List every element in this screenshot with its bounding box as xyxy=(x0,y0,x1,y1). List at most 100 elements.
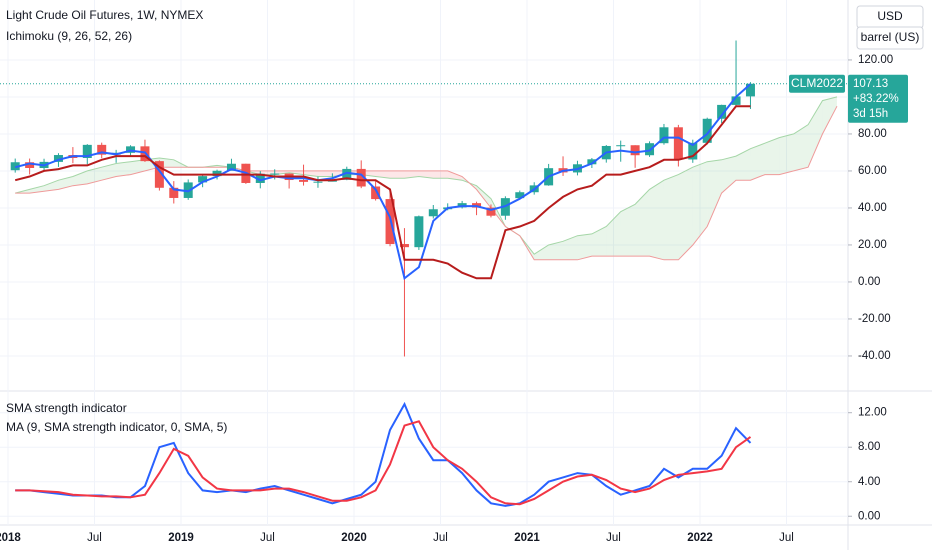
cloud-segment xyxy=(130,159,145,175)
base-line xyxy=(14,105,751,280)
y-tick-label: -20.00 xyxy=(858,313,891,325)
candle-body xyxy=(126,146,136,153)
legend-entry: SMA strength indicator xyxy=(6,401,127,415)
candle-body xyxy=(25,162,35,168)
cloud-segment xyxy=(620,204,636,257)
candle-body xyxy=(717,104,727,119)
cloud-segment xyxy=(563,235,578,260)
candle-body xyxy=(702,118,712,143)
countdown-label: 3d 15h xyxy=(853,108,888,120)
cloud-segment xyxy=(303,170,318,177)
x-tick-label: 2021 xyxy=(514,532,540,544)
candle-body xyxy=(731,96,741,105)
unit-button[interactable] xyxy=(856,26,924,50)
x-tick-label: 2019 xyxy=(168,532,194,544)
cloud-segment xyxy=(750,143,765,181)
y-tick-label: -40.00 xyxy=(858,350,891,362)
y-tick-label: 0.00 xyxy=(858,276,880,288)
y-tick-label: 12.00 xyxy=(858,407,887,419)
candle-body xyxy=(212,170,222,177)
y-tick-label: 120.00 xyxy=(858,54,893,66)
x-tick-label: 2022 xyxy=(687,532,713,544)
symbol-label: CLM2022 xyxy=(791,76,843,90)
cloud-segment xyxy=(721,156,737,194)
x-tick-label: 2020 xyxy=(341,532,367,544)
plot xyxy=(0,40,848,507)
candle-body xyxy=(313,181,323,183)
y-tick-label: 8.00 xyxy=(858,441,880,453)
candle-body xyxy=(299,180,309,182)
candle-body xyxy=(82,144,92,158)
candle-body xyxy=(645,143,655,156)
cloud-segment xyxy=(764,137,780,175)
axes: 120.00100.0080.0060.0040.0020.000.00-20.… xyxy=(0,54,908,544)
y-tick-label: 40.00 xyxy=(858,202,887,214)
cloud-segment xyxy=(433,170,448,179)
x-tick-label: Jul xyxy=(87,532,102,544)
candle-body xyxy=(53,155,63,162)
candle-body xyxy=(255,173,265,183)
cloud-segment xyxy=(72,170,88,186)
cloud-segment xyxy=(317,170,333,177)
cloud-segment xyxy=(779,133,794,175)
cloud-segment xyxy=(87,167,102,184)
cloud-segment xyxy=(707,159,722,227)
x-tick-label: Jul xyxy=(779,532,794,544)
candle-body xyxy=(428,209,438,217)
candle-body xyxy=(630,145,640,156)
candle-body xyxy=(515,192,525,199)
cloud-segment xyxy=(793,124,809,171)
cloud-segment xyxy=(390,170,405,179)
y-tick-label: 0.00 xyxy=(858,510,880,522)
candle-body xyxy=(659,127,669,144)
indicator-line xyxy=(15,401,752,507)
last-price-label: 107.13 xyxy=(853,78,888,90)
cloud-segment xyxy=(822,96,837,134)
candle-body xyxy=(198,176,208,183)
candle-body xyxy=(342,168,352,180)
cloud-segment xyxy=(808,100,823,168)
candle-body xyxy=(270,173,280,175)
unit-label: barrel (US) xyxy=(861,30,920,44)
cloud-segment xyxy=(101,163,117,181)
candle-body xyxy=(399,244,409,248)
candle-body xyxy=(486,207,496,216)
price-tag xyxy=(848,74,908,123)
candle-body xyxy=(356,168,366,187)
cloud-segment xyxy=(663,174,679,260)
cloud-segment xyxy=(548,241,564,260)
x-tick-label: Jul xyxy=(433,532,448,544)
candle-body xyxy=(616,145,626,147)
candle-body xyxy=(226,163,236,171)
x-tick-label: 2018 xyxy=(0,532,21,544)
indicator-label: Ichimoku (9, 26, 52, 26) xyxy=(6,29,132,43)
chart-title: Light Crude Oil Futures, 1W, NYMEX xyxy=(6,8,203,22)
candle-body xyxy=(688,142,698,160)
y-tick-label: 20.00 xyxy=(858,239,887,251)
cloud-segment xyxy=(736,148,751,181)
span-a-line xyxy=(15,96,838,255)
x-tick-label: Jul xyxy=(260,532,275,544)
candle-body xyxy=(673,127,683,160)
candle-body xyxy=(169,187,179,198)
candle-body xyxy=(371,186,381,200)
cloud-segment xyxy=(447,170,463,181)
x-tick-label: Jul xyxy=(606,532,621,544)
cloud-segment xyxy=(116,161,131,177)
cloud-segment xyxy=(678,167,693,260)
cloud-segment xyxy=(635,189,650,257)
legend-entry: MA (9, SMA strength indicator, 0, SMA, 5… xyxy=(6,420,227,434)
indicator-line xyxy=(15,420,752,506)
candle-body xyxy=(587,159,597,165)
change-label: +83.22% xyxy=(853,93,899,105)
y-tick-label: 60.00 xyxy=(858,165,887,177)
candle-body xyxy=(154,161,164,188)
currency-label: USD xyxy=(877,9,903,23)
y-tick-label: 80.00 xyxy=(858,128,887,140)
symbol-tag xyxy=(789,74,845,93)
candle-body xyxy=(414,216,424,248)
candle-body xyxy=(97,144,107,155)
cloud-segment xyxy=(591,226,607,257)
cloud-segment xyxy=(44,180,59,192)
